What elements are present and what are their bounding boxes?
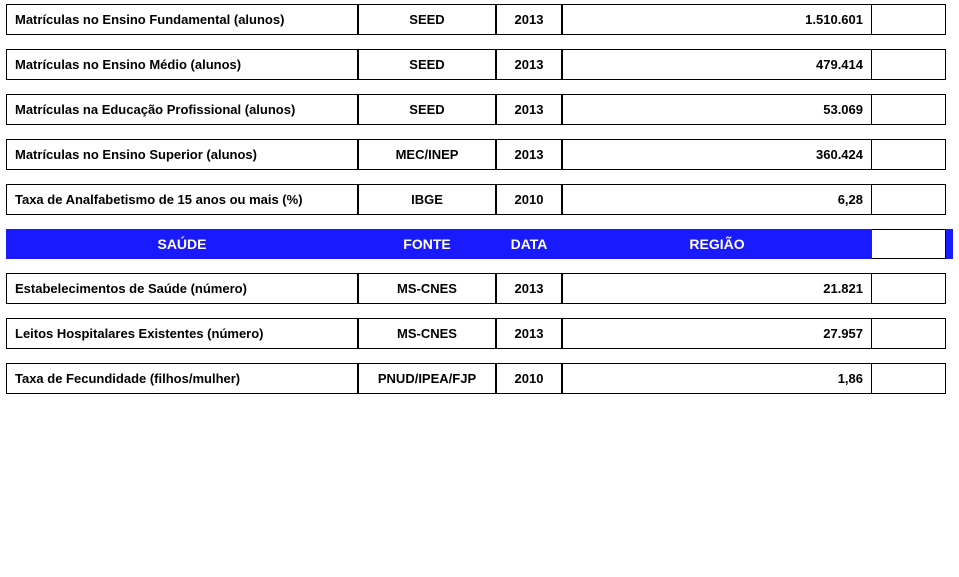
data-row: Taxa de Analfabetismo de 15 anos ou mais…	[6, 184, 953, 215]
data-row: Taxa de Fecundidade (filhos/mulher) PNUD…	[6, 363, 953, 394]
row-year: 2013	[496, 4, 562, 35]
row-source: MEC/INEP	[358, 139, 496, 170]
row-year: 2013	[496, 94, 562, 125]
row-label: Leitos Hospitalares Existentes (número)	[6, 318, 358, 349]
row-trailing	[872, 49, 946, 80]
data-row: Estabelecimentos de Saúde (número) MS-CN…	[6, 273, 953, 304]
header-col-source: FONTE	[358, 229, 496, 259]
row-year: 2013	[496, 318, 562, 349]
row-trailing	[872, 139, 946, 170]
row-value: 479.414	[562, 49, 872, 80]
row-year: 2010	[496, 184, 562, 215]
row-year: 2013	[496, 273, 562, 304]
row-trailing	[872, 184, 946, 215]
header-col-category: SAÚDE	[6, 229, 358, 259]
row-label: Matrículas no Ensino Superior (alunos)	[6, 139, 358, 170]
row-label: Taxa de Analfabetismo de 15 anos ou mais…	[6, 184, 358, 215]
data-row: Matrículas na Educação Profissional (alu…	[6, 94, 953, 125]
row-trailing	[872, 4, 946, 35]
row-value: 6,28	[562, 184, 872, 215]
row-source: SEED	[358, 49, 496, 80]
section-header-saude: SAÚDE FONTE DATA REGIÃO	[6, 229, 953, 259]
row-value: 1.510.601	[562, 4, 872, 35]
row-source: IBGE	[358, 184, 496, 215]
row-trailing	[872, 318, 946, 349]
row-label: Estabelecimentos de Saúde (número)	[6, 273, 358, 304]
data-row: Matrículas no Ensino Médio (alunos) SEED…	[6, 49, 953, 80]
data-row: Matrículas no Ensino Superior (alunos) M…	[6, 139, 953, 170]
data-row: Matrículas no Ensino Fundamental (alunos…	[6, 4, 953, 35]
row-year: 2010	[496, 363, 562, 394]
data-row: Leitos Hospitalares Existentes (número) …	[6, 318, 953, 349]
row-trailing	[872, 273, 946, 304]
header-col-region: REGIÃO	[562, 229, 872, 259]
header-trailing	[872, 229, 946, 259]
row-trailing	[872, 94, 946, 125]
row-value: 360.424	[562, 139, 872, 170]
row-label: Matrículas no Ensino Médio (alunos)	[6, 49, 358, 80]
row-label: Matrículas no Ensino Fundamental (alunos…	[6, 4, 358, 35]
row-year: 2013	[496, 139, 562, 170]
row-trailing	[872, 363, 946, 394]
row-label: Matrículas na Educação Profissional (alu…	[6, 94, 358, 125]
row-source: SEED	[358, 4, 496, 35]
header-col-date: DATA	[496, 229, 562, 259]
row-source: MS-CNES	[358, 273, 496, 304]
row-source: PNUD/IPEA/FJP	[358, 363, 496, 394]
row-year: 2013	[496, 49, 562, 80]
row-value: 27.957	[562, 318, 872, 349]
row-value: 1,86	[562, 363, 872, 394]
row-source: MS-CNES	[358, 318, 496, 349]
row-value: 21.821	[562, 273, 872, 304]
row-label: Taxa de Fecundidade (filhos/mulher)	[6, 363, 358, 394]
row-value: 53.069	[562, 94, 872, 125]
row-source: SEED	[358, 94, 496, 125]
